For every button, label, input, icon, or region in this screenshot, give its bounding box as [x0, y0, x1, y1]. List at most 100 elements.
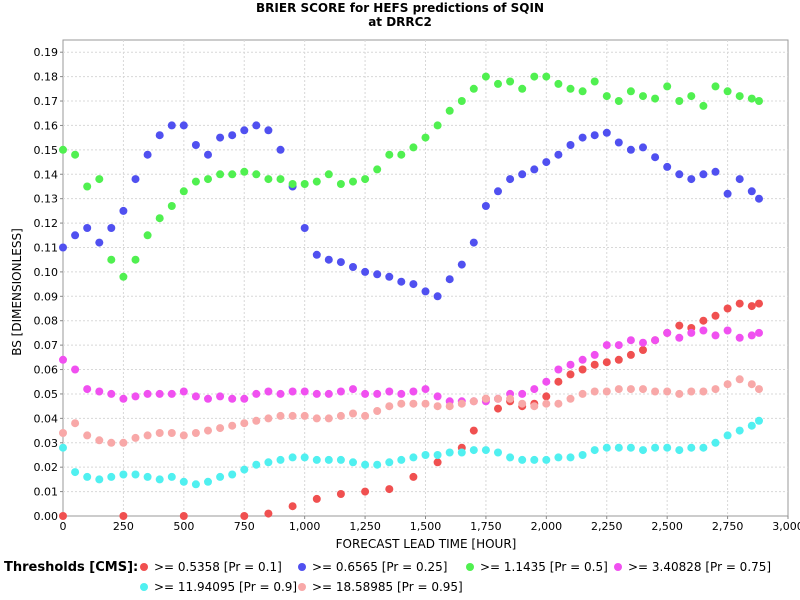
series-5-point	[723, 431, 732, 440]
series-4-point	[131, 392, 140, 401]
legend: Thresholds [CMS]: >= 0.5358 [Pr = 0.1] >=…	[4, 558, 796, 598]
series-6	[59, 375, 763, 447]
series-2-point	[107, 224, 116, 232]
y-tick-label: 0.04	[34, 412, 59, 425]
series-6-point	[578, 389, 587, 398]
series-5-point	[107, 472, 116, 481]
series-6-point	[143, 431, 152, 440]
series-2-point	[228, 131, 237, 140]
series-3-point	[723, 87, 732, 96]
series-5-point	[300, 453, 309, 462]
series-6-point	[204, 426, 212, 435]
series-6-point	[590, 387, 599, 396]
series-5-point	[216, 472, 225, 481]
series-5-point	[179, 477, 188, 486]
series-5-point	[409, 453, 418, 462]
x-tick-label: 250	[113, 520, 134, 533]
series-4-point	[723, 326, 732, 335]
series-4-point	[155, 389, 164, 398]
series-3-point	[481, 72, 490, 81]
series-6-point	[324, 414, 333, 423]
series-6-point	[518, 399, 527, 408]
series-4-point	[349, 385, 357, 394]
series-5-point	[506, 453, 515, 462]
series-4-point	[191, 392, 200, 401]
series-5-point	[735, 426, 744, 435]
series-1-point	[735, 299, 744, 308]
series-5-point	[469, 446, 478, 455]
series-6-point	[349, 409, 357, 418]
series-4-point	[373, 389, 382, 398]
series-4-point	[83, 385, 92, 394]
series-4-point	[240, 394, 249, 403]
series-5-point	[602, 443, 611, 452]
series-1-point	[264, 509, 273, 518]
series-2-point	[155, 131, 164, 140]
series-1-point	[542, 392, 551, 401]
series-6-point	[83, 431, 92, 440]
series-6-point	[276, 411, 285, 420]
series-2-point	[191, 141, 200, 149]
series-3-point	[312, 177, 321, 186]
series-3-point	[651, 94, 660, 103]
series-3	[59, 72, 763, 281]
legend-item: >= 1.1435 [Pr = 0.5]	[466, 560, 608, 574]
y-tick-label: 0.17	[34, 95, 59, 108]
y-tick-label: 0.11	[34, 241, 59, 254]
legend-label: >= 18.58985 [Pr = 0.95]	[312, 580, 463, 594]
series-2-point	[119, 206, 128, 215]
series-5-point	[167, 472, 176, 481]
series-6-point	[602, 387, 611, 396]
series-4-point	[675, 333, 684, 342]
series-1-point	[626, 350, 635, 359]
series-2-point	[167, 121, 176, 130]
series-5-point	[481, 446, 490, 455]
series-3-point	[324, 170, 333, 179]
series-5-point	[639, 446, 647, 455]
series-3-point	[240, 167, 249, 176]
series-6-point	[179, 431, 188, 440]
series-4-point	[755, 328, 763, 337]
series-5-point	[626, 443, 635, 452]
series-4-point	[324, 389, 333, 398]
series-4-point	[626, 336, 635, 345]
series-5-point	[288, 453, 297, 462]
series-6-point	[735, 375, 744, 384]
series-4-point	[554, 365, 563, 374]
series-6-point	[445, 402, 454, 411]
x-tick-label: 2,250	[591, 520, 623, 533]
series-2-point	[530, 165, 539, 174]
series-5-point	[59, 443, 67, 452]
series-4-point	[397, 389, 406, 398]
series-4-point	[699, 326, 708, 335]
x-axis-ticks: 0 250 500 750 1,000 1,250 1,500 1,750 2,000 2,250…	[60, 516, 800, 533]
series-3-point	[397, 150, 406, 159]
series-3-point	[735, 92, 744, 101]
series-5-point	[361, 460, 370, 469]
series-3-point	[639, 92, 647, 101]
series-2-point	[312, 250, 321, 259]
series-6-point	[457, 399, 466, 408]
series-6-point	[469, 397, 478, 406]
series-6-point	[385, 402, 394, 411]
series-2-point	[276, 145, 285, 154]
series-3-point	[687, 92, 696, 101]
series-1-point	[639, 346, 647, 354]
series-6-point	[614, 385, 623, 394]
series-2-point	[663, 162, 672, 171]
series-2-point	[494, 187, 502, 196]
series-5-point	[699, 443, 708, 452]
series-4-point	[663, 328, 672, 337]
y-tick-label: 0.19	[34, 46, 59, 59]
series-6-point	[240, 419, 249, 428]
series-5	[59, 416, 763, 489]
series-4-point	[71, 365, 80, 374]
y-tick-label: 0.12	[34, 217, 59, 230]
series-5-point	[228, 470, 237, 479]
series-3-point	[421, 133, 430, 142]
legend-marker	[298, 583, 306, 591]
x-axis-label: FORECAST LEAD TIME [HOUR]	[336, 537, 517, 551]
series-1-point	[59, 512, 67, 520]
series-1-point	[699, 316, 708, 325]
series-2-point	[481, 202, 490, 210]
